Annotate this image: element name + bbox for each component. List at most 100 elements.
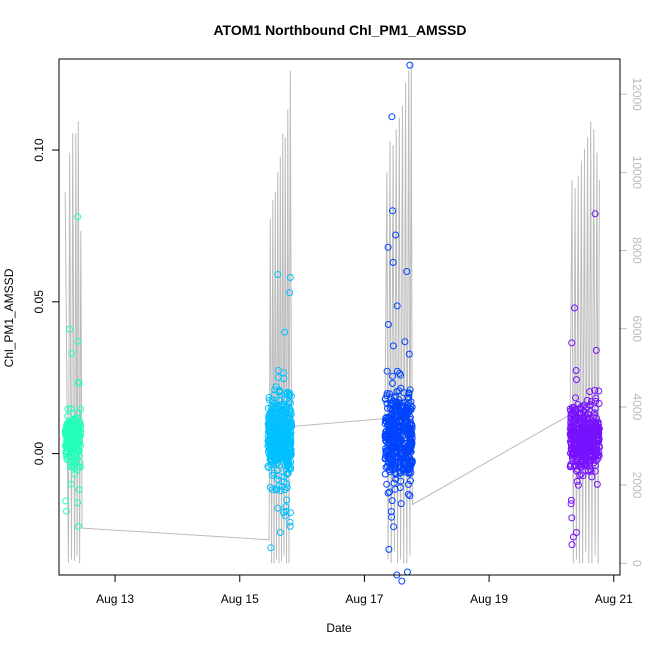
data-point bbox=[405, 350, 413, 358]
y2-tick-label: 4000 bbox=[630, 394, 644, 421]
data-point bbox=[382, 452, 390, 460]
data-point bbox=[403, 417, 411, 425]
data-point bbox=[383, 480, 391, 488]
data-point bbox=[571, 415, 579, 423]
data-point bbox=[65, 452, 73, 460]
data-point bbox=[396, 410, 404, 418]
data-point bbox=[383, 367, 391, 375]
y-tick-label: 0.10 bbox=[32, 138, 46, 162]
data-point bbox=[286, 274, 294, 281]
data-point bbox=[382, 414, 390, 421]
data-point bbox=[403, 444, 411, 452]
data-point bbox=[67, 405, 75, 413]
data-point bbox=[587, 466, 594, 474]
data-point bbox=[281, 391, 289, 399]
data-point bbox=[591, 210, 599, 218]
data-point bbox=[68, 431, 76, 439]
y2-tick-label: 6000 bbox=[630, 315, 644, 342]
data-point bbox=[284, 403, 292, 411]
plot-frame bbox=[58, 58, 621, 576]
data-point bbox=[264, 462, 272, 470]
y2-tick-label: 10000 bbox=[630, 156, 644, 190]
data-point bbox=[589, 413, 597, 421]
data-point bbox=[403, 268, 411, 275]
data-point bbox=[71, 457, 79, 465]
data-point bbox=[401, 458, 409, 466]
data-point bbox=[283, 450, 291, 457]
data-point bbox=[273, 486, 281, 494]
y2-tick-label: 0 bbox=[630, 560, 644, 567]
data-point bbox=[592, 397, 600, 405]
series-1 bbox=[61, 213, 85, 530]
data-point bbox=[76, 459, 84, 467]
data-point bbox=[283, 458, 291, 466]
data-point bbox=[279, 445, 287, 453]
data-point bbox=[74, 499, 82, 507]
data-point bbox=[74, 379, 82, 386]
data-point bbox=[274, 504, 282, 512]
data-point bbox=[267, 544, 275, 552]
data-point bbox=[286, 518, 294, 526]
data-point bbox=[389, 379, 396, 387]
data-point bbox=[393, 438, 401, 446]
data-point bbox=[406, 61, 414, 69]
data-point bbox=[272, 383, 280, 391]
data-point bbox=[271, 456, 279, 464]
data-point bbox=[568, 454, 576, 462]
data-point bbox=[77, 421, 85, 429]
data-point bbox=[383, 462, 391, 470]
data-point bbox=[271, 386, 279, 394]
data-point bbox=[74, 337, 82, 345]
data-point bbox=[63, 447, 71, 455]
data-point bbox=[66, 463, 74, 471]
data-point bbox=[567, 411, 575, 419]
data-point bbox=[591, 386, 599, 394]
data-point bbox=[392, 231, 400, 239]
data-point bbox=[569, 424, 577, 432]
data-point bbox=[385, 429, 392, 436]
y-axis-right: 0 2000 4000 6000 8000 10000 12000 bbox=[619, 78, 644, 567]
data-point bbox=[406, 492, 414, 500]
data-point bbox=[287, 410, 295, 418]
data-point bbox=[408, 429, 415, 437]
data-point bbox=[284, 469, 292, 477]
data-point bbox=[575, 461, 583, 469]
data-point bbox=[265, 464, 273, 472]
data-point bbox=[273, 467, 281, 474]
data-point bbox=[64, 412, 72, 420]
data-point bbox=[591, 452, 599, 460]
data-point bbox=[393, 419, 401, 427]
data-point bbox=[390, 523, 398, 531]
data-point bbox=[275, 482, 283, 490]
data-point bbox=[68, 349, 75, 357]
data-point bbox=[394, 403, 402, 411]
data-point bbox=[576, 463, 584, 471]
data-point bbox=[74, 409, 82, 417]
data-point bbox=[282, 418, 290, 426]
data-point bbox=[407, 469, 415, 477]
secondary-line bbox=[64, 62, 600, 564]
data-point bbox=[267, 457, 275, 465]
data-point bbox=[390, 479, 398, 487]
data-point bbox=[267, 427, 275, 435]
data-point bbox=[391, 457, 399, 465]
y-axis-left: 0.00 0.05 0.10 bbox=[32, 138, 60, 465]
data-point bbox=[568, 339, 576, 347]
data-point bbox=[75, 439, 83, 447]
data-point bbox=[265, 394, 273, 401]
data-point bbox=[286, 431, 294, 439]
data-point bbox=[595, 387, 603, 395]
data-point bbox=[593, 480, 601, 488]
data-point bbox=[277, 430, 285, 438]
data-point bbox=[401, 434, 409, 442]
data-point bbox=[265, 440, 272, 448]
data-point bbox=[574, 481, 582, 489]
data-point bbox=[271, 409, 279, 417]
data-point bbox=[403, 568, 411, 576]
data-point bbox=[75, 486, 83, 494]
data-point bbox=[402, 449, 410, 457]
series-2 bbox=[264, 271, 295, 552]
data-point bbox=[62, 423, 70, 431]
y2-tick-label: 8000 bbox=[630, 237, 644, 264]
data-point bbox=[268, 448, 276, 456]
